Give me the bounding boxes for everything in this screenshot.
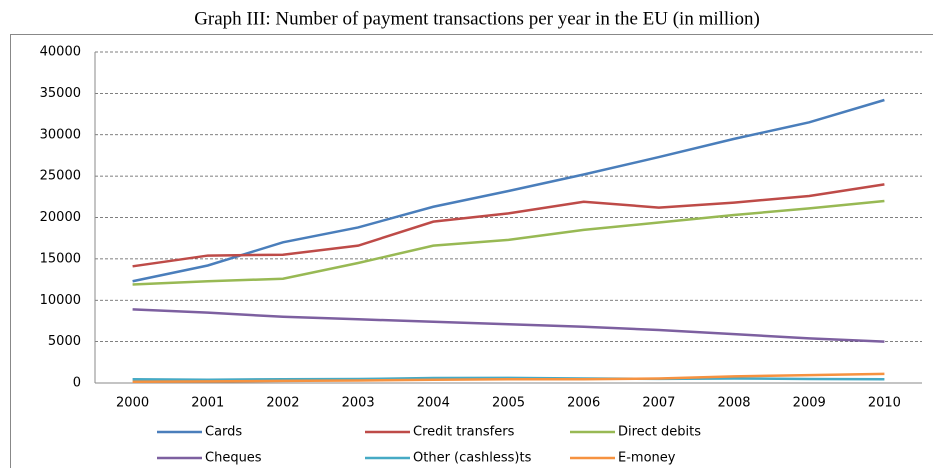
x-tick-label: 2000 (116, 396, 149, 411)
x-tick-label: 2010 (868, 396, 901, 411)
series-line (132, 183, 885, 268)
y-tick-label: 15000 (40, 251, 81, 266)
x-tick-label: 2009 (793, 396, 826, 411)
x-tick-label: 2007 (642, 396, 675, 411)
x-tick-label: 2001 (191, 396, 224, 411)
legend-label: Cards (205, 425, 242, 440)
chart-border (10, 34, 933, 468)
series-line (132, 308, 885, 343)
legend-label: Cheques (205, 451, 262, 466)
y-tick-label: 40000 (40, 45, 81, 60)
x-tick-label: 2004 (417, 396, 450, 411)
x-tick-label: 2008 (717, 396, 750, 411)
y-tick-label: 25000 (40, 169, 81, 184)
x-tick-label: 2003 (342, 396, 375, 411)
y-tick-label: 30000 (40, 127, 81, 142)
legend-label: E-money (618, 451, 676, 466)
y-tick-label: 10000 (40, 293, 81, 308)
x-tick-label: 2002 (266, 396, 299, 411)
legend-label: Other (cashless)ts (413, 451, 532, 466)
y-tick-label: 0 (73, 376, 81, 391)
legend-label: Credit transfers (413, 425, 515, 440)
series-line (132, 199, 885, 286)
series-line (132, 372, 885, 384)
y-tick-label: 35000 (40, 86, 81, 101)
y-tick-label: 20000 (40, 210, 81, 225)
y-tick-label: 5000 (48, 334, 81, 349)
x-tick-label: 2005 (492, 396, 525, 411)
chart-title: Graph III: Number of payment transaction… (194, 8, 760, 29)
series-line (132, 376, 885, 381)
legend-label: Direct debits (618, 425, 701, 440)
x-tick-label: 2006 (567, 396, 600, 411)
series-line (132, 98, 885, 283)
